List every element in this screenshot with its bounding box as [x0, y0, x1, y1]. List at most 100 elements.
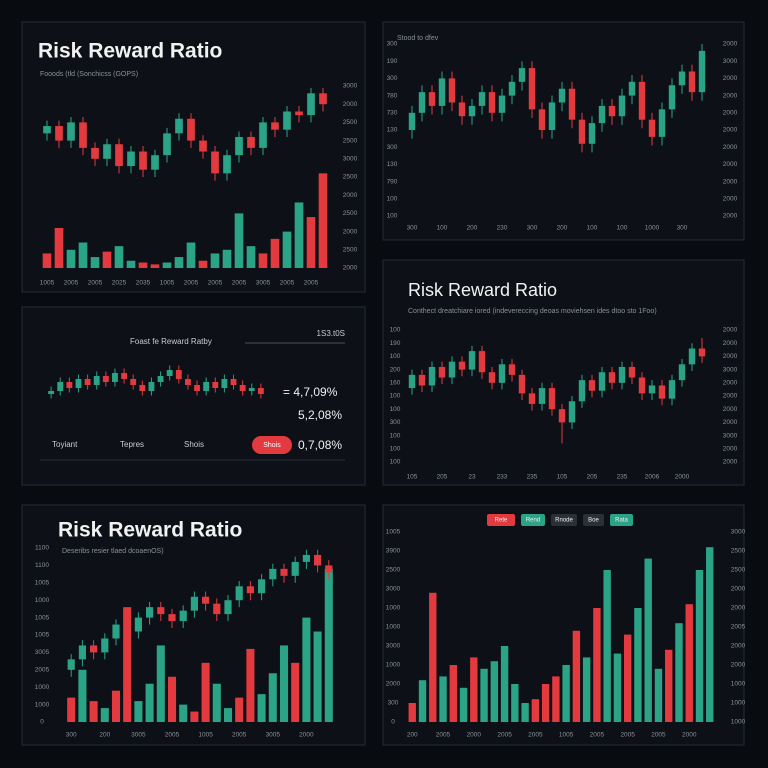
candle-body: [179, 610, 187, 622]
x-tick-label: 23: [468, 474, 476, 481]
button-value: 0,7,08%: [298, 438, 342, 452]
bar: [270, 238, 280, 268]
panel: [21, 306, 366, 486]
y-tick-label: 2500: [343, 210, 358, 217]
legend-label[interactable]: Rend: [526, 518, 540, 524]
candle-body: [508, 81, 516, 96]
legend-swatch[interactable]: [583, 514, 604, 526]
candle-body: [488, 372, 496, 383]
y2-tick-label: 2000: [723, 380, 738, 387]
candle-body: [127, 151, 135, 167]
bar: [644, 558, 652, 722]
candle-body: [325, 565, 333, 573]
bar: [235, 697, 244, 722]
candle-body: [90, 645, 98, 653]
x-tick-label: 233: [497, 474, 508, 481]
candle-body: [48, 391, 55, 394]
x-tick-label: 2005: [651, 732, 666, 739]
legend-label[interactable]: Rata: [615, 518, 628, 524]
x-tick-label: 3005: [256, 280, 271, 287]
y-tick-label: 100: [390, 353, 401, 360]
candle-body: [448, 78, 456, 103]
bar: [78, 669, 87, 722]
x-tick-label: 1005: [40, 280, 55, 287]
button[interactable]: [252, 436, 292, 454]
candle-body: [134, 617, 142, 632]
candle-body: [163, 133, 171, 156]
tab[interactable]: Toyiant: [52, 440, 78, 449]
chart-title: Risk Reward Ratio: [38, 40, 222, 63]
button-label[interactable]: Shois: [263, 442, 281, 449]
candle-body: [211, 151, 219, 174]
candle-body: [168, 614, 176, 622]
candle-body: [269, 568, 277, 580]
bar: [324, 568, 333, 722]
candle-body: [538, 109, 546, 130]
candle-body: [148, 382, 155, 391]
bar: [100, 708, 109, 722]
bar: [706, 547, 714, 722]
bar: [302, 617, 311, 722]
legend-label[interactable]: Rnode: [555, 518, 573, 524]
candle-body: [528, 68, 536, 110]
candle-body: [57, 382, 64, 391]
legend-label[interactable]: Boe: [588, 518, 599, 524]
y2-tick-label: 2000: [723, 213, 738, 220]
candle-body: [478, 92, 486, 106]
x-tick-label: 105: [557, 474, 568, 481]
candle-body: [302, 554, 310, 562]
candle-body: [212, 382, 219, 388]
x-tick-label: 2035: [136, 280, 151, 287]
bar: [593, 608, 601, 722]
bar: [282, 231, 292, 268]
y-tick-label: 2000: [343, 192, 358, 199]
legend-swatch[interactable]: [610, 514, 633, 526]
candle-body: [508, 364, 516, 375]
bar: [318, 173, 328, 268]
candle-body: [235, 136, 243, 156]
y-tick-label: 1005: [35, 632, 50, 639]
candle-body: [618, 366, 626, 383]
candle-body: [578, 380, 586, 402]
x-tick-label: 2005: [232, 732, 247, 739]
x-tick-label: 2000: [675, 474, 690, 481]
tab[interactable]: Shois: [184, 440, 204, 449]
bar: [102, 251, 112, 268]
candle-body: [112, 624, 120, 639]
y2-tick-label: 2000: [723, 353, 738, 360]
bar: [89, 701, 98, 722]
legend-swatch[interactable]: [521, 514, 545, 526]
bar: [562, 665, 570, 722]
y-tick-label: 300: [387, 41, 398, 48]
bar: [613, 653, 622, 722]
candle-body: [408, 374, 416, 389]
candle-body: [93, 376, 100, 385]
candle-body: [67, 659, 75, 670]
legend-swatch[interactable]: [551, 514, 577, 526]
candle-body: [568, 88, 576, 120]
candle-body: [498, 364, 506, 383]
tab[interactable]: Tepres: [120, 440, 144, 449]
x-tick-label: 300: [527, 225, 538, 232]
y2-tick-label: 2000: [723, 75, 738, 82]
legend-label[interactable]: Rete: [495, 518, 508, 524]
chart-subtitle: Deseribs resier tlaed dcoaenOS): [62, 548, 164, 555]
x-tick-label: 2005: [304, 280, 319, 287]
panel: [382, 21, 745, 241]
y-tick-label: 1005: [35, 580, 50, 587]
candle-body: [307, 93, 315, 116]
legend-swatch[interactable]: [487, 514, 515, 526]
y-tick-label: 2005: [35, 667, 50, 674]
y2-tick-label: 2000: [723, 459, 738, 466]
candle-body: [175, 370, 182, 379]
candle-body: [458, 102, 466, 117]
bar: [685, 604, 693, 722]
candle-body: [688, 348, 696, 365]
candle-body: [538, 388, 546, 404]
x-tick-label: 300: [407, 225, 418, 232]
chart-title: Risk Reward Ratio: [408, 280, 557, 300]
y2-tick-label: 2000: [723, 327, 738, 334]
candle-body: [438, 78, 446, 106]
bar: [480, 668, 488, 722]
y2-tick-label: 2000: [723, 393, 738, 400]
